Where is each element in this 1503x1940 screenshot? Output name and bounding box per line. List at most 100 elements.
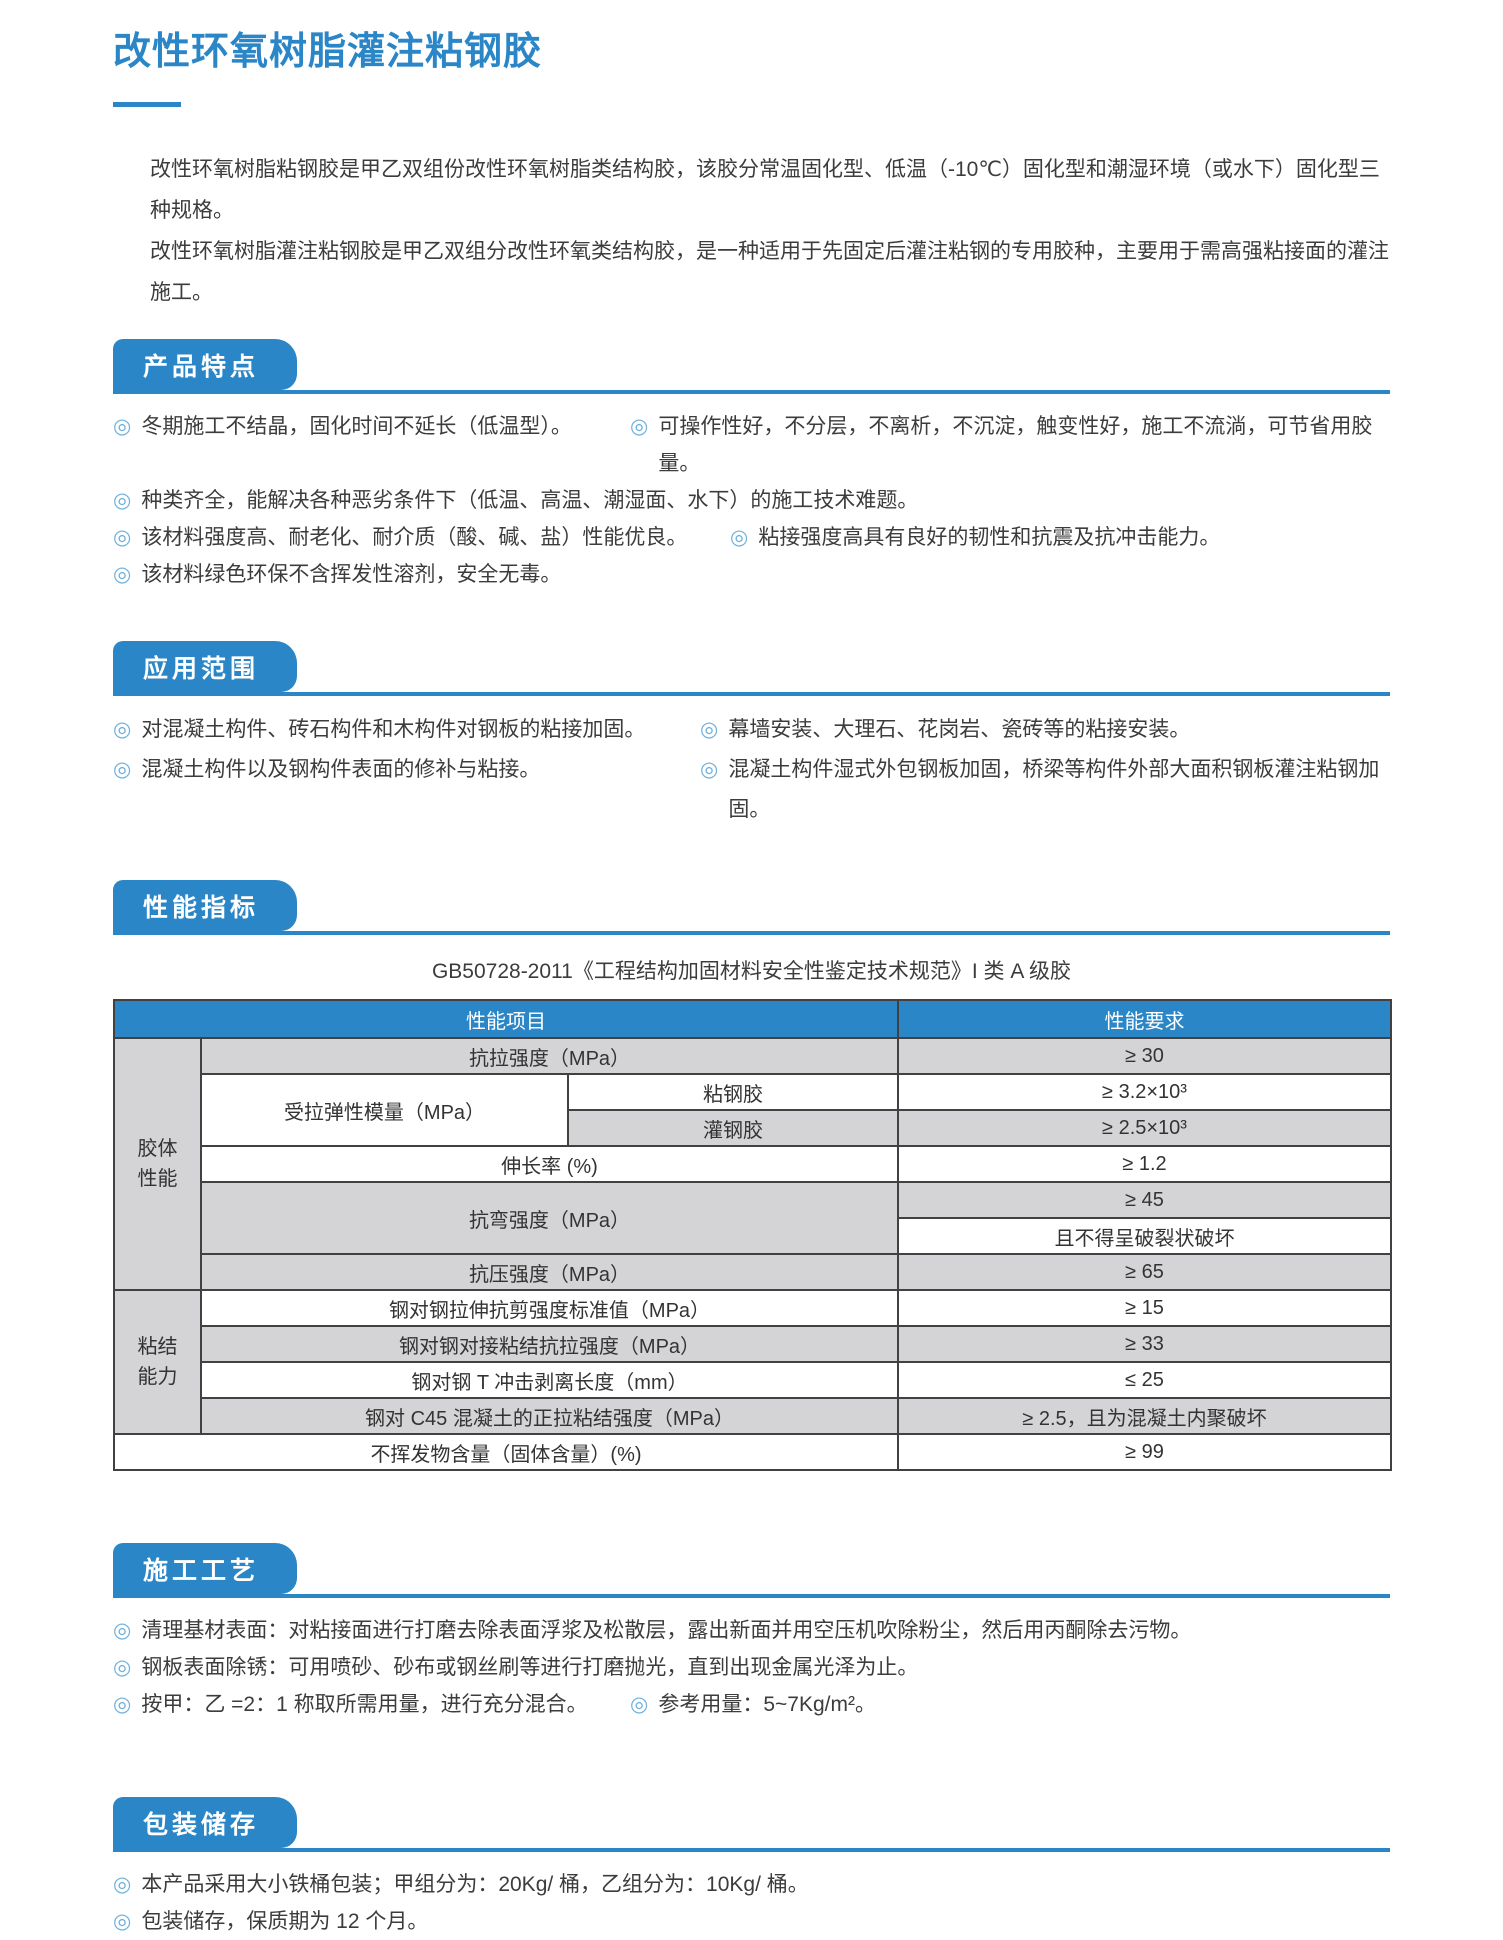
features-list: ◎ 冬期施工不结晶，固化时间不延长（低温型）。 ◎ 可操作性好，不分层，不离析，… (113, 408, 1390, 593)
table-cell-subproperty: 粘钢胶 (567, 1073, 899, 1111)
bullseye-bullet-icon: ◎ (700, 758, 719, 781)
table-group-cell-bond: 粘结 能力 (113, 1289, 202, 1435)
list-item: ◎ 种类齐全，能解决各种恶劣条件下（低温、高温、潮湿面、水下）的施工技术难题。 (113, 482, 918, 519)
table-cell-value: 且不得呈破裂状破坏 (897, 1217, 1392, 1255)
table-row: 伸长率 (%) ≥ 1.2 (114, 1145, 1392, 1183)
list-item-text: 钢板表面除锈：可用喷砂、砂布或钢丝刷等进行打磨抛光，直到出现金属光泽为止。 (141, 1656, 919, 1679)
list-item: ◎ 包装储存，保质期为 12 个月。 (113, 1903, 428, 1940)
table-cell-property: 伸长率 (%) (200, 1145, 899, 1183)
intro-paragraphs: 改性环氧树脂粘钢胶是甲乙双组份改性环氧树脂类结构胶，该胶分常温固化型、低温（-1… (113, 149, 1390, 313)
list-item-text: 该材料绿色环保不含挥发性溶剂，安全无毒。 (141, 563, 562, 586)
bullseye-bullet-icon: ◎ (113, 758, 132, 781)
list-row: ◎ 按甲：乙 =2：1 称取所需用量，进行充分混合。 ◎ 参考用量：5~7Kg/… (113, 1686, 1390, 1723)
list-row: ◎ 种类齐全，能解决各种恶劣条件下（低温、高温、潮湿面、水下）的施工技术难题。 (113, 482, 1390, 519)
list-item-text: 按甲：乙 =2：1 称取所需用量，进行充分混合。 (141, 1693, 588, 1716)
intro-paragraph: 改性环氧树脂灌注粘钢胶是甲乙双组分改性环氧类结构胶，是一种适用于先固定后灌注粘钢… (150, 240, 1389, 304)
table-row: 抗弯强度（MPa） ≥ 45 (114, 1181, 1392, 1255)
section-tab-scope: 应用范围 (113, 641, 298, 692)
list-item-text: 混凝土构件以及钢构件表面的修补与粘接。 (141, 758, 541, 781)
list-item-text: 本产品采用大小铁桶包装；甲组分为：20Kg/ 桶，乙组分为：10Kg/ 桶。 (141, 1873, 809, 1896)
table-cell-subproperty: 灌钢胶 (567, 1109, 899, 1147)
list-item: ◎ 粘接强度高具有良好的韧性和抗震及抗冲击能力。 (730, 519, 1220, 556)
section-header-features: 产品特点 (113, 339, 1390, 394)
table-cell-property: 不挥发物含量（固体含量）(%) (113, 1433, 899, 1471)
list-item-text: 可操作性好，不分层，不离析，不沉淀，触变性好，施工不流淌，可节省用胶量。 (658, 415, 1373, 475)
table-cell-value: ≥ 99 (897, 1433, 1392, 1471)
section-tab-storage: 包装储存 (113, 1797, 298, 1848)
table-group-cell-colloid: 胶体 性能 (113, 1037, 202, 1291)
table-cell-value: ≥ 3.2×10³ (897, 1073, 1392, 1111)
list-item-text: 幕墙安装、大理石、花岗岩、瓷砖等的粘接安装。 (728, 718, 1191, 741)
document-page: 改性环氧树脂灌注粘钢胶 改性环氧树脂粘钢胶是甲乙双组份改性环氧树脂类结构胶，该胶… (113, 0, 1392, 1940)
table-row: 钢对钢 T 冲击剥离长度（mm） ≤ 25 (114, 1361, 1392, 1399)
bullseye-bullet-icon: ◎ (113, 489, 132, 512)
table-header-row: 性能项目 性能要求 (113, 999, 1392, 1039)
list-item-text: 种类齐全，能解决各种恶劣条件下（低温、高温、潮湿面、水下）的施工技术难题。 (141, 489, 919, 512)
list-row: ◎ 包装储存，保质期为 12 个月。 (113, 1903, 1390, 1940)
table-cell-value: ≥ 30 (897, 1037, 1392, 1075)
list-item: ◎ 该材料强度高、耐老化、耐介质（酸、碱、盐）性能优良。 (113, 519, 730, 556)
list-row: ◎ 本产品采用大小铁桶包装；甲组分为：20Kg/ 桶，乙组分为：10Kg/ 桶。 (113, 1866, 1390, 1903)
list-item-text: 混凝土构件湿式外包钢板加固，桥梁等构件外部大面积钢板灌注粘钢加固。 (728, 758, 1380, 821)
bullseye-bullet-icon: ◎ (113, 1873, 132, 1896)
table-row: 钢对钢对接粘结抗拉强度（MPa） ≥ 33 (114, 1325, 1392, 1363)
table-row: 受拉弹性模量（MPa） 粘钢胶 ≥ 3.2×10³ (114, 1073, 1392, 1147)
list-row: ◎ 冬期施工不结晶，固化时间不延长（低温型）。 ◎ 可操作性好，不分层，不离析，… (113, 408, 1390, 482)
list-row: ◎ 清理基材表面：对粘接面进行打磨去除表面浮浆及松散层，露出新面并用空压机吹除粉… (113, 1612, 1390, 1649)
table-row: 抗压强度（MPa） ≥ 65 (114, 1253, 1392, 1291)
title-underline-divider (113, 102, 181, 107)
list-item: ◎ 混凝土构件以及钢构件表面的修补与粘接。 (113, 750, 700, 790)
table-cell-value: ≥ 1.2 (897, 1145, 1392, 1183)
list-item-text: 冬期施工不结晶，固化时间不延长（低温型）。 (141, 415, 572, 438)
list-item-text: 对混凝土构件、砖石构件和木构件对钢板的粘接加固。 (141, 718, 646, 741)
table-cell-value: ≥ 45 (897, 1181, 1392, 1219)
bullseye-bullet-icon: ◎ (113, 1656, 132, 1679)
list-item-text: 该材料强度高、耐老化、耐介质（酸、碱、盐）性能优良。 (141, 526, 688, 549)
table-row: 不挥发物含量（固体含量）(%) ≥ 99 (113, 1433, 1392, 1471)
bullseye-bullet-icon: ◎ (113, 1619, 132, 1642)
performance-table: 性能项目 性能要求 胶体 性能 抗拉强度（MPa） ≥ 30 受拉弹性模量（MP… (113, 999, 1392, 1471)
table-header-requirement: 性能要求 (897, 999, 1392, 1039)
bullseye-bullet-icon: ◎ (113, 526, 132, 549)
table-cell-property: 抗压强度（MPa） (200, 1253, 899, 1291)
section-header-performance: 性能指标 (113, 880, 1390, 935)
intro-paragraph: 改性环氧树脂粘钢胶是甲乙双组份改性环氧树脂类结构胶，该胶分常温固化型、低温（-1… (150, 158, 1380, 222)
list-item: ◎ 混凝土构件湿式外包钢板加固，桥梁等构件外部大面积钢板灌注粘钢加固。 (700, 750, 1390, 830)
table-row: 灌钢胶 ≥ 2.5×10³ (114, 1109, 1392, 1147)
section-tab-performance: 性能指标 (113, 880, 298, 931)
bullseye-bullet-icon: ◎ (730, 526, 749, 549)
table-cell-value: ≥ 33 (897, 1325, 1392, 1363)
list-item: ◎ 可操作性好，不分层，不离析，不沉淀，触变性好，施工不流淌，可节省用胶量。 (630, 408, 1390, 482)
list-item: ◎ 幕墙安装、大理石、花岗岩、瓷砖等的粘接安装。 (700, 710, 1190, 750)
list-item: ◎ 冬期施工不结晶，固化时间不延长（低温型）。 (113, 408, 630, 445)
list-row: ◎ 该材料绿色环保不含挥发性溶剂，安全无毒。 (113, 556, 1390, 593)
bullseye-bullet-icon: ◎ (113, 1693, 132, 1716)
bullseye-bullet-icon: ◎ (113, 718, 132, 741)
list-item: ◎ 清理基材表面：对粘接面进行打磨去除表面浮浆及松散层，露出新面并用空压机吹除粉… (113, 1612, 1191, 1649)
table-cell-property: 钢对钢拉伸抗剪强度标准值（MPa） (200, 1289, 899, 1327)
table-cell-property: 钢对钢对接粘结抗拉强度（MPa） (200, 1325, 899, 1363)
list-row: ◎ 该材料强度高、耐老化、耐介质（酸、碱、盐）性能优良。 ◎ 粘接强度高具有良好… (113, 519, 1390, 556)
table-cell-value: ≥ 15 (897, 1289, 1392, 1327)
section-tab-process: 施工工艺 (113, 1543, 298, 1594)
bullseye-bullet-icon: ◎ (113, 563, 132, 586)
list-item: ◎ 参考用量：5~7Kg/m²。 (630, 1686, 876, 1723)
list-item-text: 粘接强度高具有良好的韧性和抗震及抗冲击能力。 (758, 526, 1221, 549)
list-row: ◎ 钢板表面除锈：可用喷砂、砂布或钢丝刷等进行打磨抛光，直到出现金属光泽为止。 (113, 1649, 1390, 1686)
table-cell-property: 钢对钢 T 冲击剥离长度（mm） (200, 1361, 899, 1399)
table-cell-property: 受拉弹性模量（MPa） (200, 1073, 569, 1147)
table-cell-value: ≤ 25 (897, 1361, 1392, 1399)
table-row: 钢对 C45 混凝土的正拉粘结强度（MPa） ≥ 2.5，且为混凝土内聚破坏 (114, 1397, 1392, 1435)
list-item: ◎ 钢板表面除锈：可用喷砂、砂布或钢丝刷等进行打磨抛光，直到出现金属光泽为止。 (113, 1649, 918, 1686)
list-item: ◎ 该材料绿色环保不含挥发性溶剂，安全无毒。 (113, 556, 561, 593)
bullseye-bullet-icon: ◎ (113, 415, 132, 438)
section-header-process: 施工工艺 (113, 1543, 1390, 1598)
list-item-text: 包装储存，保质期为 12 个月。 (141, 1910, 429, 1933)
list-item: ◎ 对混凝土构件、砖石构件和木构件对钢板的粘接加固。 (113, 710, 700, 750)
table-caption: GB50728-2011《工程结构加固材料安全性鉴定技术规范》I 类 A 级胶 (431, 960, 1072, 983)
page-title: 改性环氧树脂灌注粘钢胶 (113, 31, 543, 73)
bullseye-bullet-icon: ◎ (700, 718, 719, 741)
section-header-storage: 包装储存 (113, 1797, 1390, 1852)
scope-list: ◎ 对混凝土构件、砖石构件和木构件对钢板的粘接加固。 ◎ 幕墙安装、大理石、花岗… (113, 710, 1390, 830)
table-cell-value: ≥ 65 (897, 1253, 1392, 1291)
